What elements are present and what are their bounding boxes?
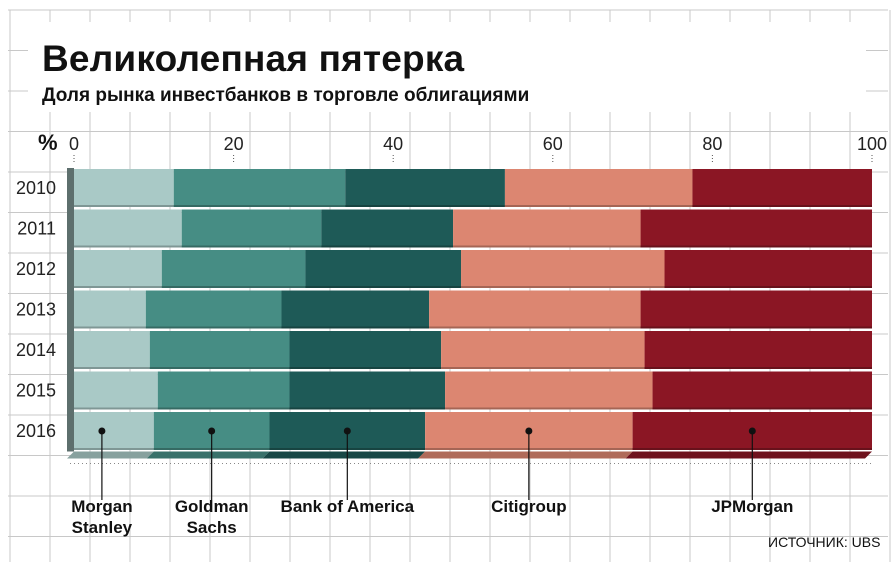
bar-segment-edge [74,245,182,248]
bar-segment-edge [289,367,442,369]
bar-segment-edge [289,407,446,410]
x-tick-label: 100 [857,134,887,154]
x-tick-label: 20 [224,134,244,154]
bar-segment-edge [74,286,162,288]
bar-segment [149,331,290,369]
bar-segment-edge [461,286,665,288]
category-label: 2016 [16,421,56,441]
category-label: 2010 [16,178,56,198]
bar-bottom-face [146,451,270,459]
bar-segment [74,371,158,410]
bar-segment-edge [640,326,872,329]
legend-label-line: Morgan [71,497,132,516]
bar-segment-edge [74,448,154,450]
bar-segment [445,371,653,410]
bar-segment [74,331,150,369]
category-label: 2014 [16,340,56,360]
axis-unit-label: % [38,130,58,155]
x-tick-label: 60 [543,134,563,154]
bar-segment [281,290,430,329]
bar-segment-edge [640,245,872,248]
bar-segment [289,331,442,369]
bar-segment [692,169,872,207]
category-label: 2012 [16,259,56,279]
bar-segment [640,209,872,248]
bar-segment [504,169,693,207]
bar-side-face [67,168,74,452]
category-label: 2011 [17,219,56,239]
bar-segment-edge [441,367,645,369]
bar-segment-edge [74,367,150,369]
bar-segment [453,209,641,248]
x-tick-label: 80 [702,134,722,154]
x-tick-label: 40 [383,134,403,154]
bar-segment [289,371,446,410]
title-panel [28,22,866,112]
legend-label-line: Stanley [72,518,133,537]
bar-segment [441,331,645,369]
bar-segment [644,331,872,369]
bar-segment [74,290,146,329]
category-label: 2015 [16,381,56,401]
bar-segment [321,209,454,248]
bar-segment-edge [429,326,641,329]
bar-segment [652,371,872,410]
bar-segment-edge [173,205,346,207]
bar-segment-edge [652,407,872,410]
legend-label: Morgan Stanley [71,497,132,537]
source-note: ИСТОЧНИК: UBS [768,534,881,550]
bar-segment [305,250,462,288]
bar-segment-edge [181,245,322,248]
bar-segment [74,209,182,248]
bar-segment [640,290,872,329]
bar-segment-edge [644,367,872,369]
bar-segment-edge [74,326,146,329]
bar-bottom-face [625,451,872,459]
bar-segment-edge [445,407,653,410]
bar-segment [664,250,872,288]
legend-label: JPMorgan [711,497,793,516]
bar-segment-edge [321,245,454,248]
bar-segment [173,169,346,207]
legend-label: Citigroup [491,497,567,516]
bar-segment-edge [281,326,430,329]
legend-label-line: Sachs [187,518,237,537]
bar-segment [74,250,162,288]
legend-label-line: Goldman [175,497,249,516]
bar-segment [74,169,174,207]
bar-segment [145,290,282,329]
bar-segment-edge [453,245,641,248]
chart-title: Великолепная пятерка [42,38,465,79]
bar-segment-edge [504,205,693,207]
legend-label-line: JPMorgan [711,497,793,516]
bar-segment [461,250,665,288]
legend-label: Goldman Sachs [175,497,249,537]
bar-segment-edge [664,286,872,288]
bar-segment [161,250,306,288]
bar-segment-edge [74,205,174,207]
bar-segment-edge [74,407,158,410]
bar-segment [181,209,322,248]
bar-segment-edge [149,367,290,369]
bar-segment-edge [157,407,290,410]
legend-label-line: Citigroup [491,497,567,516]
bar-bottom-face [418,451,633,459]
bar-segment-edge [161,286,306,288]
bar-bottom-face [67,451,154,459]
bar-segment-edge [692,205,872,207]
bar-segment [74,412,154,450]
legend-label-line: Bank of America [281,497,415,516]
legend-label: Bank of America [281,497,415,516]
bar-segment [345,169,505,207]
bar-bottom-face [262,451,426,459]
x-tick-label: 0 [69,134,79,154]
bar-segment [429,290,641,329]
bar-segment [157,371,290,410]
bar-segment-edge [345,205,505,207]
bar-segment-edge [145,326,282,329]
bar-segment-edge [305,286,462,288]
category-label: 2013 [16,300,56,320]
chart-subtitle: Доля рынка инвестбанков в торговле облиг… [42,85,530,106]
